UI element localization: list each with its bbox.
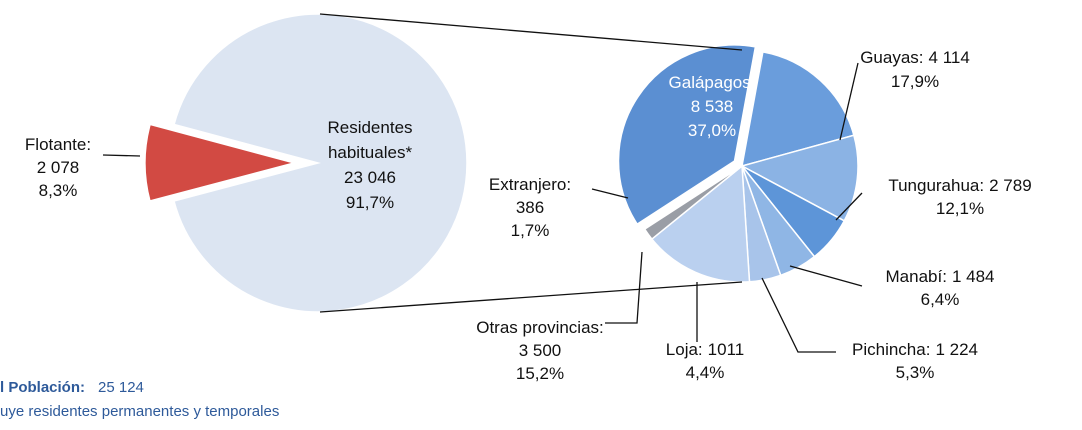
label-line: Flotante: <box>25 135 91 154</box>
label-line: Tungurahua: <box>888 176 984 195</box>
label-value: 4 114 <box>929 48 970 67</box>
slice-label: Residentes habituales* 23 046 91,7% <box>327 118 412 212</box>
leader-line <box>835 192 863 221</box>
label-line: Guayas: <box>860 48 923 67</box>
label-line: 12,1% <box>936 199 984 218</box>
label-line: 1,7% <box>511 221 550 240</box>
leader-line <box>761 277 836 353</box>
slice-label: Manabí: 1 484 6,4% <box>886 267 995 309</box>
label-line: 3 500 <box>519 341 562 360</box>
label-line: Extranjero: <box>489 175 571 194</box>
leader-line <box>839 62 859 141</box>
label-line: 386 <box>516 198 544 217</box>
leader-line <box>102 154 141 157</box>
label-line: 2 078 <box>37 158 80 177</box>
footer-value: 25 124 <box>98 379 144 396</box>
connectors <box>319 13 743 313</box>
slice-label: Tungurahua: 2 789 12,1% <box>888 176 1031 218</box>
leader-line <box>591 188 629 199</box>
label-line: habituales* <box>328 143 413 162</box>
label-line: 5,3% <box>896 363 935 382</box>
label-line: Pichincha: <box>852 340 930 359</box>
label-line: 6,4% <box>921 290 960 309</box>
pie-slice <box>739 134 859 222</box>
label-value: 1 484 <box>952 267 995 286</box>
label-value: 2 789 <box>989 176 1032 195</box>
leader-line <box>605 251 643 324</box>
slice-label: Otras provincias: 3 500 15,2% <box>476 318 604 383</box>
label-line: Otras provincias: <box>476 318 604 337</box>
pie-slice <box>144 123 297 202</box>
label-line: 23 046 <box>344 168 396 187</box>
slice-label: Flotante: 2 078 8,3% <box>25 135 91 200</box>
slice-label: Galápagos: 8 538 37,0% <box>669 73 756 140</box>
pie-slice <box>741 51 855 168</box>
label-line: 15,2% <box>516 364 564 383</box>
pie-slice <box>650 164 751 283</box>
slice-label: Pichincha: 1 224 5,3% <box>852 340 978 382</box>
label-line: Manabí: <box>886 267 947 286</box>
label-value: 1 224 <box>935 340 978 359</box>
label-line: Galápagos: <box>669 73 756 92</box>
label-value: 1011 <box>708 340 745 359</box>
label-line: 8 538 <box>691 97 734 116</box>
slice-label: Loja: 1011 4,4% <box>666 340 744 382</box>
footer-note: uye residentes permanentes y temporales <box>0 403 279 420</box>
label-line: 17,9% <box>891 72 939 91</box>
slice-label: Extranjero: 386 1,7% <box>489 175 571 240</box>
label-line: Loja: <box>666 340 703 359</box>
slice-label: Guayas: 4 114 17,9% <box>860 48 970 91</box>
footer-label: l Población: <box>0 379 85 396</box>
label-line: 37,0% <box>688 121 736 140</box>
leader-line <box>789 265 863 287</box>
label-line: 91,7% <box>346 193 394 212</box>
pie-slice <box>643 165 743 241</box>
label-line: Residentes <box>327 118 412 137</box>
pie-slice <box>173 13 468 313</box>
label-line: 8,3% <box>39 181 78 200</box>
pie-slice <box>617 44 757 226</box>
label-line: 4,4% <box>686 363 725 382</box>
